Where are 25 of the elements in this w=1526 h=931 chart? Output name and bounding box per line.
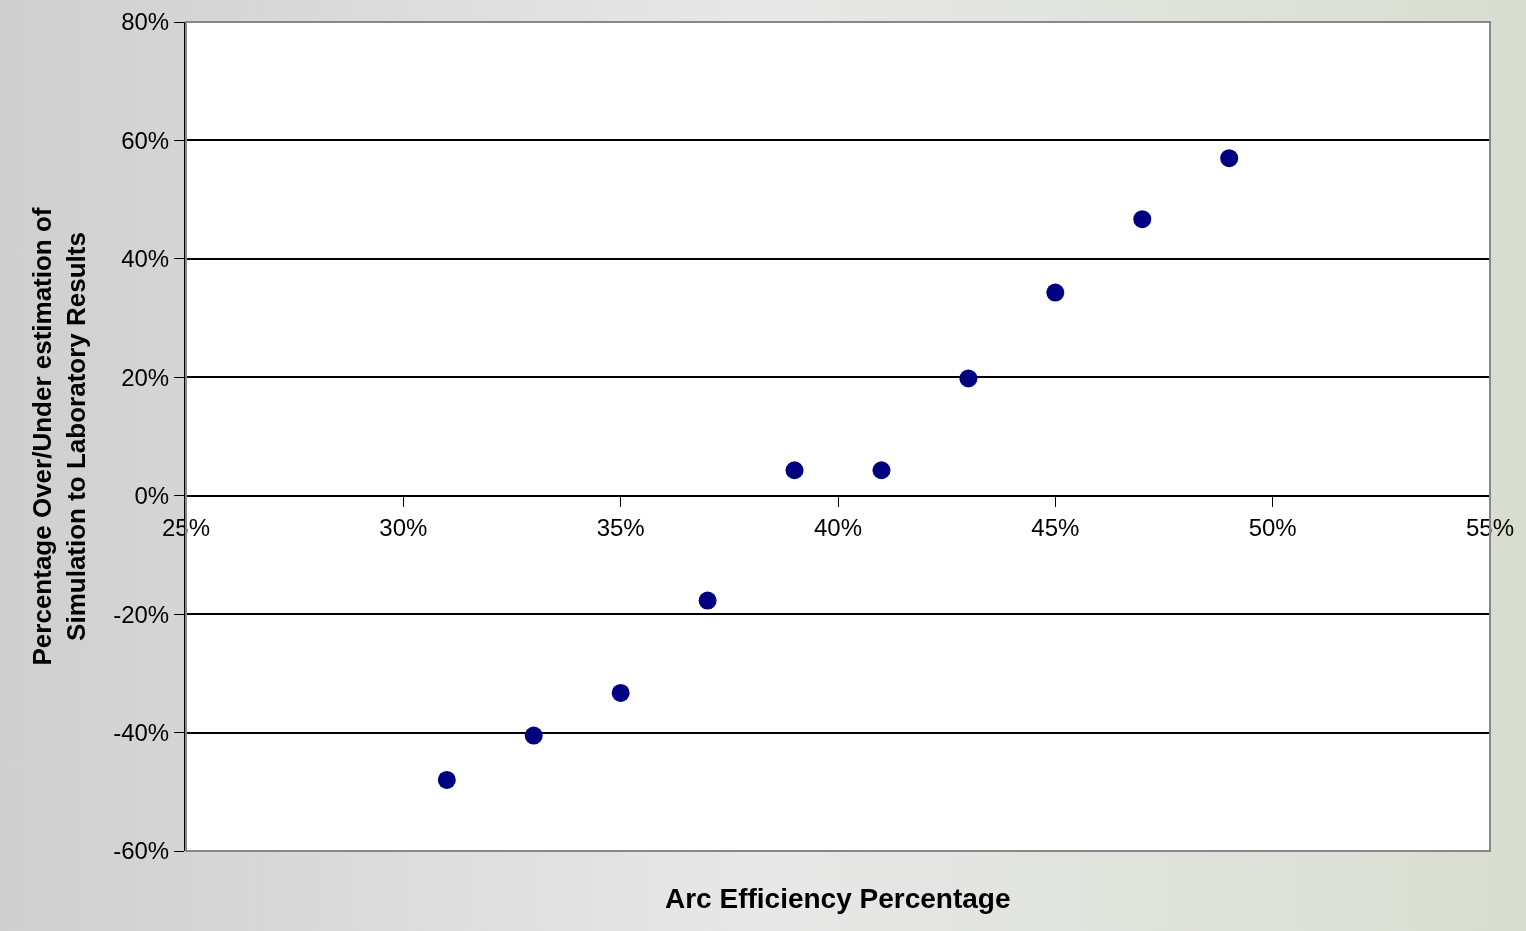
point	[959, 369, 978, 388]
x-tick-label: 30%	[379, 513, 428, 541]
point	[785, 461, 804, 480]
point	[524, 726, 543, 745]
y-tick-label: -60%	[113, 837, 170, 865]
y-axis-title: Percentage Over/Under estimation of Simulation to Laboratory Results	[27, 207, 92, 666]
y-tick-label: 0%	[134, 482, 170, 510]
point	[698, 591, 717, 610]
point	[1133, 210, 1152, 229]
y-tick-label: -20%	[113, 600, 170, 628]
y-tick-label: 80%	[121, 8, 170, 36]
x-tick-label: 45%	[1031, 513, 1080, 541]
point	[872, 461, 891, 480]
point	[1046, 283, 1065, 302]
x-tick-label: 40%	[813, 513, 863, 541]
y-tick-label: 40%	[121, 245, 170, 273]
x-tick-label: 50%	[1248, 513, 1297, 541]
point	[1220, 149, 1239, 168]
x-tick-label: 35%	[596, 513, 645, 541]
point	[611, 683, 630, 702]
y-tick-label: 60%	[121, 126, 170, 154]
point	[437, 770, 456, 789]
y-tick-label: 20%	[121, 363, 170, 391]
x-axis-title: Arc Efficiency Percentage	[665, 883, 1011, 914]
y-tick-label: -40%	[113, 718, 170, 746]
